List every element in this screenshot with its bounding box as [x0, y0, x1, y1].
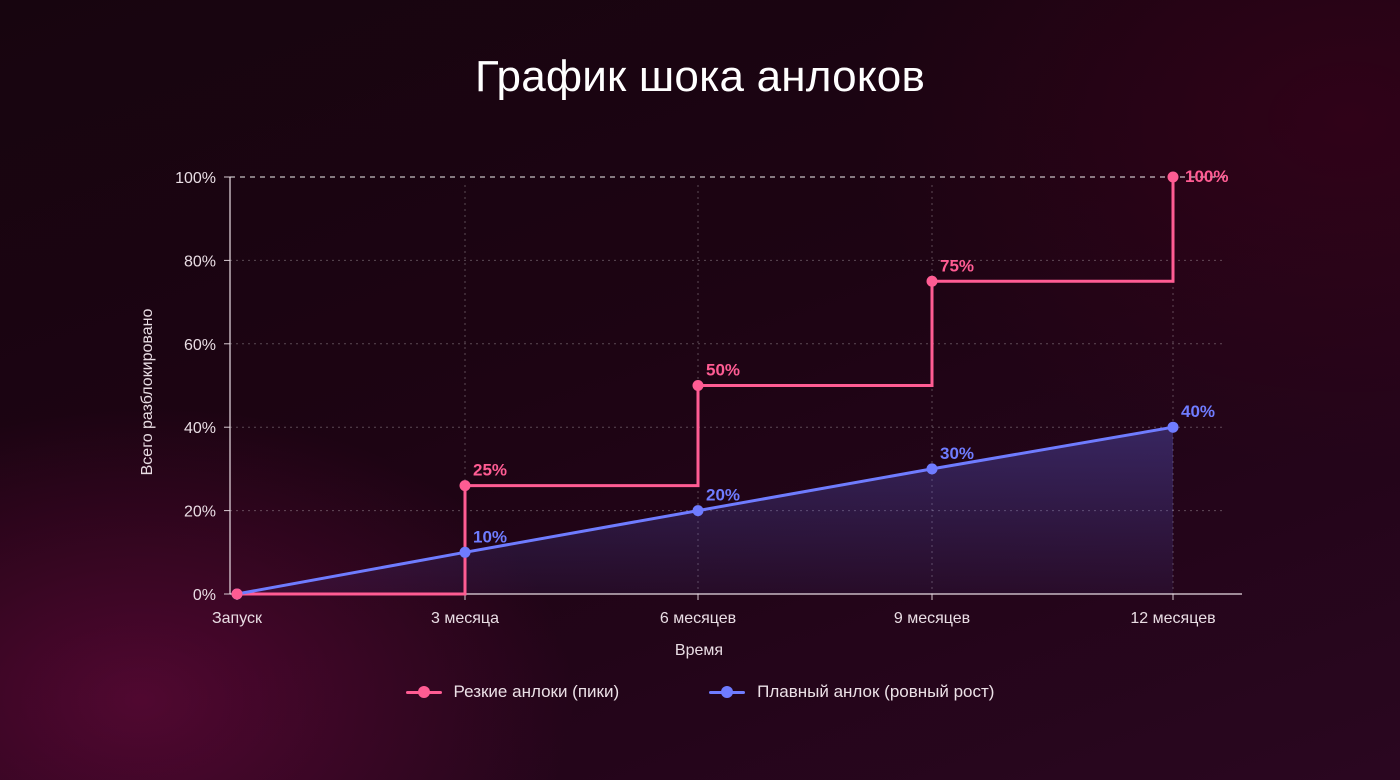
- legend-swatch-sharp: [405, 685, 442, 698]
- sharp-unlock-point: [231, 588, 243, 600]
- series: [231, 171, 1179, 600]
- sharp-unlock-data-label: 25%: [473, 461, 507, 480]
- y-tick-label: 60%: [184, 337, 216, 354]
- x-tick-label: 9 месяцев: [894, 610, 970, 627]
- sharp-unlock-point: [926, 275, 938, 287]
- sharp-unlock-data-label: 50%: [706, 361, 740, 380]
- y-tick-label: 80%: [184, 253, 216, 270]
- y-tick-label: 20%: [184, 504, 216, 521]
- legend-swatch-smooth: [709, 685, 746, 698]
- smooth-unlock-data-label: 20%: [706, 486, 740, 505]
- smooth-unlock-data-label: 10%: [473, 527, 507, 546]
- x-tick-label: 6 месяцев: [660, 610, 736, 627]
- legend-label-smooth: Плавный анлок (ровный рост): [757, 682, 995, 701]
- x-axis-label: Время: [675, 642, 723, 659]
- smooth-unlock-point: [926, 463, 938, 475]
- sharp-unlock-data-label: 100%: [1185, 167, 1228, 186]
- axes: 0% 20% 40% 60% 80% 100% Запуск 3 месяца 6 месяце…: [175, 170, 1242, 627]
- sharp-unlock-point: [459, 480, 471, 492]
- legend-item-sharp[interactable]: Резкие анлоки (пики): [405, 682, 620, 702]
- y-tick-label: 40%: [184, 420, 216, 437]
- y-axis-label: Всего разблокировано: [139, 309, 156, 476]
- smooth-unlock-point: [692, 505, 704, 517]
- x-tick-label: 12 месяцев: [1130, 610, 1215, 627]
- legend-item-smooth[interactable]: Плавный анлок (ровный рост): [709, 682, 994, 702]
- x-tick-label: Запуск: [212, 610, 263, 627]
- smooth-unlock-point: [1167, 421, 1179, 433]
- y-tick-label: 100%: [175, 170, 216, 187]
- y-tick-label: 0%: [193, 587, 216, 604]
- chart-title: График шока анлоков: [474, 52, 926, 101]
- sharp-unlock-point: [1167, 171, 1179, 183]
- smooth-unlock-point: [459, 546, 471, 558]
- smooth-unlock-data-label: 30%: [940, 444, 974, 463]
- sharp-unlock-point: [692, 380, 704, 391]
- sharp-unlock-data-label: 75%: [940, 256, 974, 275]
- legend: Резкие анлоки (пики) Плавный анлок (ровн…: [0, 682, 1400, 702]
- smooth-unlock-data-label: 40%: [1181, 402, 1215, 421]
- data-labels: 25% 50% 75% 100% 10% 20% 30% 40%: [473, 167, 1228, 546]
- legend-label-sharp: Резкие анлоки (пики): [453, 682, 620, 701]
- x-tick-label: 3 месяца: [431, 610, 499, 627]
